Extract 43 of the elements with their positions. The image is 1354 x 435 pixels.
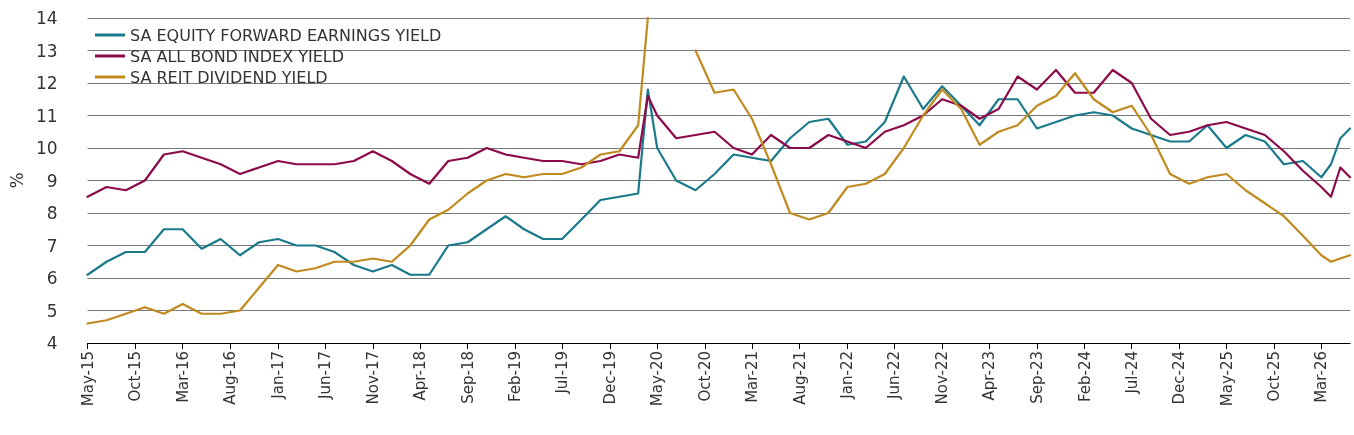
x-tick-label: Nov-17: [363, 351, 382, 405]
legend-label: SA ALL BOND INDEX YIELD: [130, 46, 345, 66]
y-tick-label: 9: [46, 170, 58, 191]
y-axis-title: %: [6, 172, 27, 189]
line-series: [86, 68, 1352, 198]
y-tick-label: 10: [35, 138, 58, 158]
y-tick-label: 4: [46, 333, 58, 353]
x-tick-label: Feb-24: [1075, 351, 1094, 403]
x-tick-label: Jan-17: [269, 351, 288, 400]
x-tick-label: Dec-24: [1170, 351, 1189, 405]
x-tick-label: Sep-23: [1027, 351, 1046, 404]
y-tick-label: 6: [46, 268, 58, 288]
legend-label: SA EQUITY FORWARD EARNINGS YIELD: [130, 25, 442, 45]
y-tick-label: 7: [46, 235, 58, 256]
x-tick-label: Jan-22: [838, 351, 857, 400]
y-tick-label: 8: [46, 203, 58, 223]
x-tick-label: Apr-18: [410, 351, 429, 401]
legend-label: SA REIT DIVIDEND YIELD: [130, 67, 328, 87]
x-tick-label: Mar-21: [742, 351, 761, 403]
x-tick-label: Sep-18: [458, 351, 477, 404]
x-tick-label: Aug-16: [221, 351, 240, 405]
y-tick-label: 14: [35, 8, 58, 28]
y-tick-label: 12: [35, 73, 58, 93]
x-tick-label: Nov-22: [933, 351, 952, 405]
x-tick-label: May-25: [1217, 351, 1236, 407]
x-tick-label: May-15: [78, 351, 97, 407]
y-tick-label: 13: [35, 40, 58, 61]
x-tick-label: Aug-21: [790, 351, 809, 405]
x-tick-label: Apr-23: [980, 351, 999, 401]
x-tick-label: Jul-24: [1122, 351, 1141, 395]
x-tick-label: Jun-22: [885, 351, 904, 400]
x-tick-label: Dec-19: [600, 351, 619, 405]
x-tick-label: Oct-25: [1265, 351, 1284, 402]
y-tick-label: 5: [46, 300, 58, 321]
x-tick-label: Jul-19: [553, 351, 572, 395]
x-tick-label: Mar-16: [173, 351, 192, 403]
x-tick-label: May-20: [648, 351, 667, 407]
x-tick-label: Feb-19: [506, 351, 525, 403]
x-tick-label: Oct-20: [695, 351, 714, 402]
y-tick-label: 11: [35, 105, 58, 126]
x-tick-label: Oct-15: [126, 351, 145, 402]
x-tick-label: Jun-17: [316, 351, 335, 400]
x-tick-label: Mar-26: [1312, 351, 1331, 403]
